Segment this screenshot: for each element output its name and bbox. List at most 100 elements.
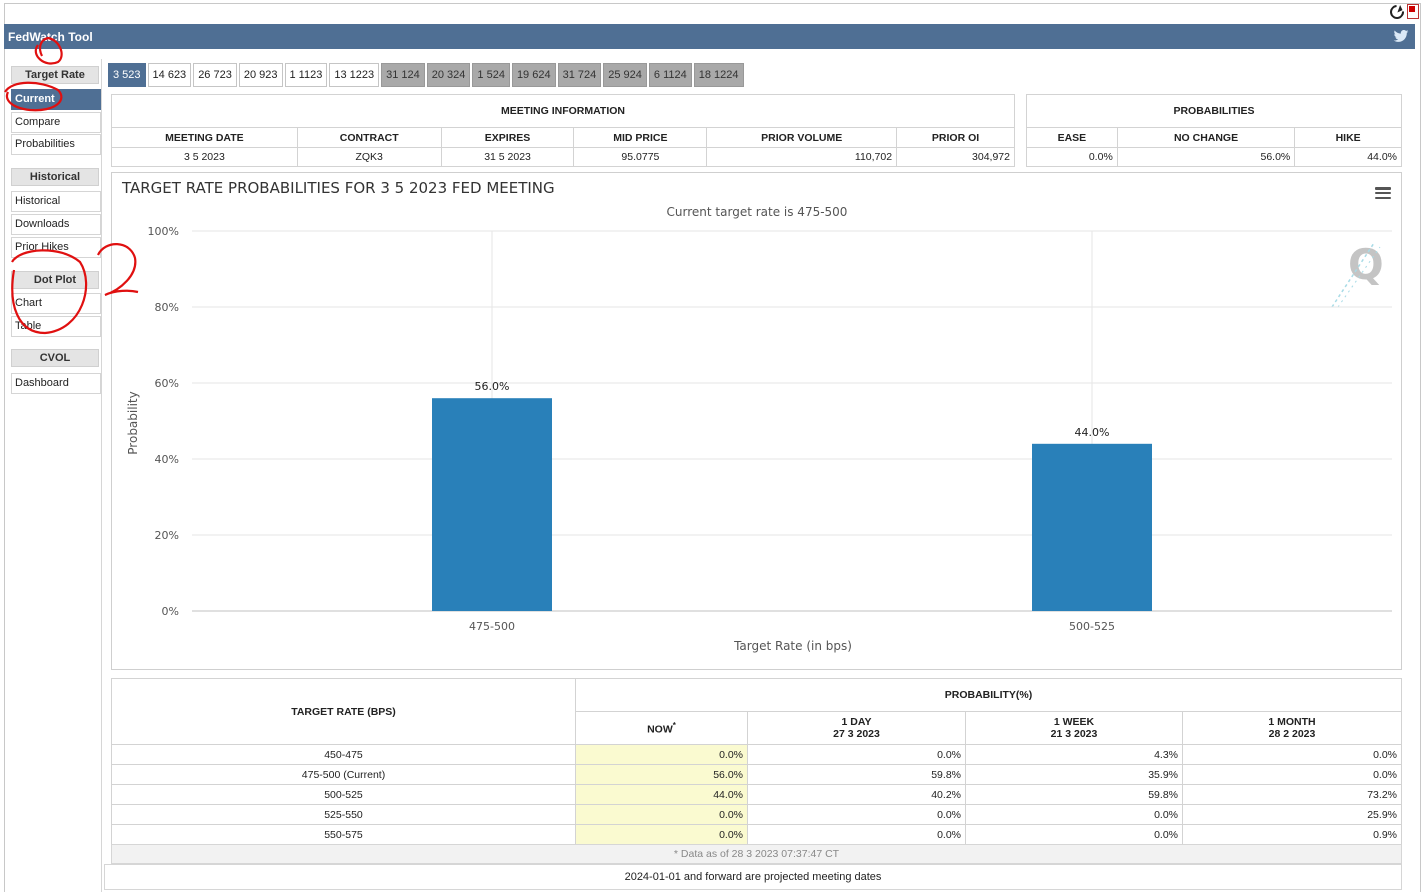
meeting-tab[interactable]: 3 523: [108, 63, 146, 87]
sidebar-item-historical[interactable]: Historical: [11, 191, 101, 212]
col-contract: CONTRACT: [296, 127, 442, 148]
one-day-cell: 59.8%: [747, 764, 966, 785]
probability-chart: TARGET RATE PROBABILITIES FOR 3 5 2023 F…: [111, 172, 1402, 670]
x-tick-label: 475-500: [469, 620, 515, 633]
refresh-icon[interactable]: [1387, 1, 1407, 22]
twitter-icon[interactable]: [1393, 28, 1409, 44]
sidebar-heading-dot-plot[interactable]: Dot Plot: [11, 271, 99, 289]
sidebar-item-chart[interactable]: Chart: [11, 293, 101, 314]
col-1-day-date: 27 3 2023: [833, 728, 880, 740]
y-tick-label: 0%: [162, 605, 179, 618]
meeting-tab[interactable]: 20 324: [426, 63, 471, 87]
y-tick-label: 80%: [155, 301, 179, 314]
col-hike: HIKE: [1294, 127, 1402, 148]
col-1-day-label: 1 DAY: [841, 716, 872, 728]
app-title: FedWatch Tool: [8, 30, 93, 44]
one-day-cell: 0.0%: [747, 824, 966, 845]
hike-value: 44.0%: [1294, 147, 1402, 167]
sidebar-item-dashboard[interactable]: Dashboard: [11, 373, 101, 394]
rate-cell: 500-525: [111, 784, 576, 805]
y-tick-label: 100%: [148, 225, 179, 238]
col-meeting-date: MEETING DATE: [111, 127, 298, 148]
meeting-tab[interactable]: 1 524: [472, 63, 510, 87]
no-change-value: 56.0%: [1116, 147, 1296, 167]
chart-subtitle: Current target rate is 475-500: [667, 205, 848, 219]
meeting-tab[interactable]: 26 723: [193, 63, 237, 87]
rate-cell: 525-550: [111, 804, 576, 825]
meeting-tab[interactable]: 20 923: [238, 63, 283, 87]
table-row: 550-575 0.0% 0.0% 0.0% 0.9%: [111, 824, 1402, 845]
rate-cell: 450-475: [111, 744, 576, 765]
probability-history-table: TARGET RATE (BPS) PROBABILITY(%) NOW* 1 …: [111, 678, 1402, 845]
meeting-tab[interactable]: 14 623: [147, 63, 192, 87]
y-axis-label: Probability: [126, 391, 140, 454]
meeting-tab[interactable]: 6 1124: [648, 63, 692, 87]
target-rate-header: TARGET RATE (BPS): [111, 678, 576, 745]
bar[interactable]: [432, 398, 552, 611]
col-now: NOW*: [575, 711, 748, 745]
col-1-week-label: 1 WEEK: [1053, 716, 1095, 728]
meeting-tab[interactable]: 18 1224: [693, 63, 744, 87]
data-timestamp-note: * Data as of 28 3 2023 07:37:47 CT: [111, 844, 1402, 864]
col-mid-price: MID PRICE: [573, 127, 708, 148]
meeting-tab[interactable]: 1 1123: [284, 63, 328, 87]
one-month-cell: 0.0%: [1182, 764, 1402, 785]
pdf-icon[interactable]: [1407, 4, 1419, 19]
sidebar-item-prior-hikes[interactable]: Prior Hikes: [11, 237, 101, 258]
one-week-cell: 4.3%: [965, 744, 1183, 765]
expires-value: 31 5 2023: [440, 147, 575, 167]
sidebar-item-current[interactable]: Current: [11, 89, 101, 110]
sidebar-item-downloads[interactable]: Downloads: [11, 214, 101, 235]
sidebar-item-table[interactable]: Table: [11, 316, 101, 337]
one-day-cell: 40.2%: [747, 784, 966, 805]
y-tick-label: 20%: [155, 529, 179, 542]
meeting-tab[interactable]: 31 724: [557, 63, 602, 87]
meeting-tab[interactable]: 13 1223: [329, 63, 380, 87]
one-week-cell: 0.0%: [965, 824, 1183, 845]
sidebar-heading-historical[interactable]: Historical: [11, 168, 99, 186]
svg-text:Q: Q: [1348, 240, 1384, 289]
sidebar-item-compare[interactable]: Compare: [11, 112, 101, 133]
now-cell: 0.0%: [575, 744, 748, 765]
col-1-week: 1 WEEK 21 3 2023: [965, 711, 1183, 745]
chart-svg: TARGET RATE PROBABILITIES FOR 3 5 2023 F…: [121, 179, 1392, 653]
col-ease: EASE: [1026, 127, 1118, 148]
one-week-cell: 0.0%: [965, 804, 1183, 825]
col-prior-volume: PRIOR VOLUME: [706, 127, 898, 148]
now-cell: 44.0%: [575, 784, 748, 805]
one-week-cell: 59.8%: [965, 784, 1183, 805]
sidebar-heading-target-rate[interactable]: Target Rate: [11, 66, 99, 84]
sidebar-heading-cvol[interactable]: CVOL: [11, 349, 99, 367]
rate-cell: 475-500 (Current): [111, 764, 576, 785]
quikstrike-q-icon: Q: [1331, 240, 1384, 308]
bar-data-label: 44.0%: [1075, 426, 1110, 439]
probabilities-heading: PROBABILITIES: [1026, 94, 1402, 128]
menu-icon[interactable]: [1375, 187, 1391, 199]
x-axis-ticks: 475-500 500-525: [469, 620, 1115, 633]
meeting-tabs: 3 523 14 623 26 723 20 923 1 1123 13 1223 31 1…: [108, 63, 744, 87]
top-toolbar: [1387, 1, 1419, 22]
probabilities-table: PROBABILITIES EASE NO CHANGE HIKE 0.0% 5…: [1026, 94, 1402, 167]
one-month-cell: 0.9%: [1182, 824, 1402, 845]
app-header: FedWatch Tool: [4, 24, 1415, 49]
sidebar-item-probabilities[interactable]: Probabilities: [11, 134, 101, 155]
table-row: 450-475 0.0% 0.0% 4.3% 0.0%: [111, 744, 1402, 765]
col-1-month-date: 28 2 2023: [1268, 728, 1316, 740]
col-no-change: NO CHANGE: [1116, 127, 1296, 148]
bar-data-label: 56.0%: [475, 380, 510, 393]
table-row: 500-525 44.0% 40.2% 59.8% 73.2%: [111, 784, 1402, 805]
meeting-info-table: MEETING INFORMATION MEETING DATE CONTRAC…: [111, 94, 1015, 167]
projected-dates-note: 2024-01-01 and forward are projected mee…: [104, 864, 1402, 890]
one-month-cell: 0.0%: [1182, 744, 1402, 765]
x-tick-label: 500-525: [1069, 620, 1115, 633]
sidebar: Target Rate Current Compare Probabilitie…: [4, 59, 102, 892]
chart-bars: 56.0% 44.0%: [432, 380, 1152, 611]
meeting-tab[interactable]: 19 624: [511, 63, 556, 87]
col-expires: EXPIRES: [440, 127, 575, 148]
col-1-day: 1 DAY 27 3 2023: [747, 711, 966, 745]
bar[interactable]: [1032, 443, 1152, 611]
one-week-cell: 35.9%: [965, 764, 1183, 785]
meeting-tab[interactable]: 31 124: [381, 63, 425, 87]
rate-cell: 550-575: [111, 824, 576, 845]
meeting-tab[interactable]: 25 924: [603, 63, 647, 87]
